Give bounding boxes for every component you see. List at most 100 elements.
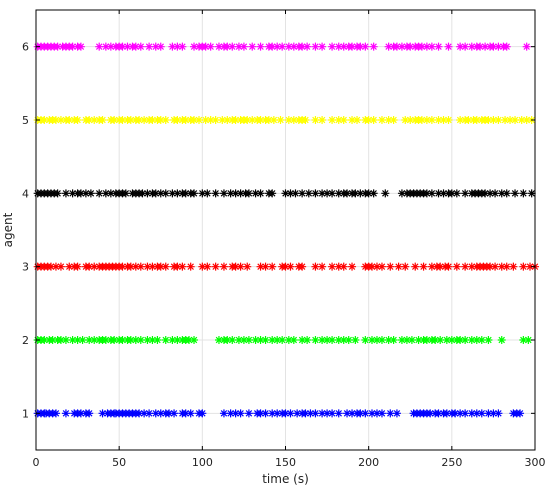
data-point — [422, 42, 431, 51]
data-points — [33, 42, 539, 418]
data-point — [244, 189, 253, 198]
data-point — [334, 262, 343, 271]
data-point — [447, 336, 456, 344]
data-point — [118, 262, 127, 271]
data-point — [145, 409, 154, 418]
data-point — [484, 336, 493, 344]
data-point — [318, 262, 327, 271]
data-point — [481, 42, 490, 51]
data-point — [519, 262, 528, 271]
data-point — [456, 336, 465, 344]
data-point — [467, 262, 476, 271]
data-point — [397, 336, 406, 344]
data-point — [206, 116, 215, 124]
data-point — [328, 262, 337, 271]
data-point — [311, 262, 320, 271]
data-point — [156, 189, 165, 198]
data-point — [131, 336, 140, 344]
data-point — [73, 336, 82, 344]
x-tick-label: 200 — [358, 456, 379, 469]
data-point — [68, 42, 77, 51]
data-point — [56, 336, 65, 344]
data-point — [126, 116, 135, 124]
data-point — [85, 262, 94, 271]
data-point — [417, 116, 426, 124]
data-point — [251, 189, 260, 198]
data-point — [136, 262, 145, 271]
data-point — [121, 189, 130, 198]
data-point — [389, 336, 398, 344]
data-point — [461, 42, 470, 51]
data-point — [356, 189, 365, 198]
data-point — [289, 116, 298, 124]
data-point — [298, 189, 307, 198]
data-point — [56, 262, 65, 271]
data-point — [195, 116, 204, 124]
data-point — [406, 42, 415, 51]
data-point — [502, 262, 511, 271]
data-point — [101, 189, 110, 198]
data-point — [467, 336, 476, 344]
series-agent-4 — [33, 189, 536, 198]
data-point — [301, 409, 310, 418]
data-point — [165, 409, 174, 418]
data-point — [377, 336, 386, 344]
data-point — [161, 189, 170, 198]
data-point — [135, 409, 144, 418]
series-agent-1 — [33, 409, 525, 418]
data-point — [206, 42, 215, 51]
data-point — [256, 189, 265, 198]
data-point — [98, 116, 107, 124]
data-point — [348, 42, 357, 51]
data-point — [339, 116, 348, 124]
data-point — [427, 189, 436, 198]
data-point — [151, 409, 160, 418]
data-point — [170, 409, 179, 418]
data-point — [427, 116, 436, 124]
data-point — [426, 409, 435, 418]
data-point — [311, 116, 320, 124]
data-point — [281, 262, 290, 271]
data-point — [228, 336, 237, 344]
data-point — [284, 336, 293, 344]
data-point — [377, 409, 386, 418]
data-point — [348, 409, 357, 418]
data-point — [526, 262, 535, 271]
data-point — [394, 262, 403, 271]
data-point — [110, 336, 119, 344]
data-point — [328, 409, 337, 418]
data-point — [339, 42, 348, 51]
data-point — [306, 409, 315, 418]
data-point — [181, 116, 190, 124]
data-point — [239, 42, 248, 51]
data-point — [402, 336, 411, 344]
data-point — [422, 336, 431, 344]
data-point — [185, 336, 194, 344]
data-point — [231, 262, 240, 271]
data-point — [484, 116, 493, 124]
data-point — [486, 262, 495, 271]
data-point — [522, 42, 531, 51]
data-point — [148, 262, 157, 271]
data-point — [519, 189, 528, 198]
data-point — [153, 336, 162, 344]
data-point — [190, 116, 199, 124]
data-point — [451, 409, 460, 418]
data-point — [328, 42, 337, 51]
data-point — [173, 262, 182, 271]
data-point — [261, 262, 270, 271]
data-point — [219, 189, 228, 198]
data-point — [190, 42, 199, 51]
data-point — [397, 42, 406, 51]
data-point — [186, 262, 195, 271]
data-point — [334, 116, 343, 124]
data-point — [68, 336, 77, 344]
data-point — [318, 42, 327, 51]
data-point — [369, 42, 378, 51]
data-point — [73, 116, 82, 124]
data-point — [439, 116, 448, 124]
data-point — [472, 336, 481, 344]
data-point — [236, 409, 245, 418]
y-tick-label: 4 — [22, 187, 29, 200]
